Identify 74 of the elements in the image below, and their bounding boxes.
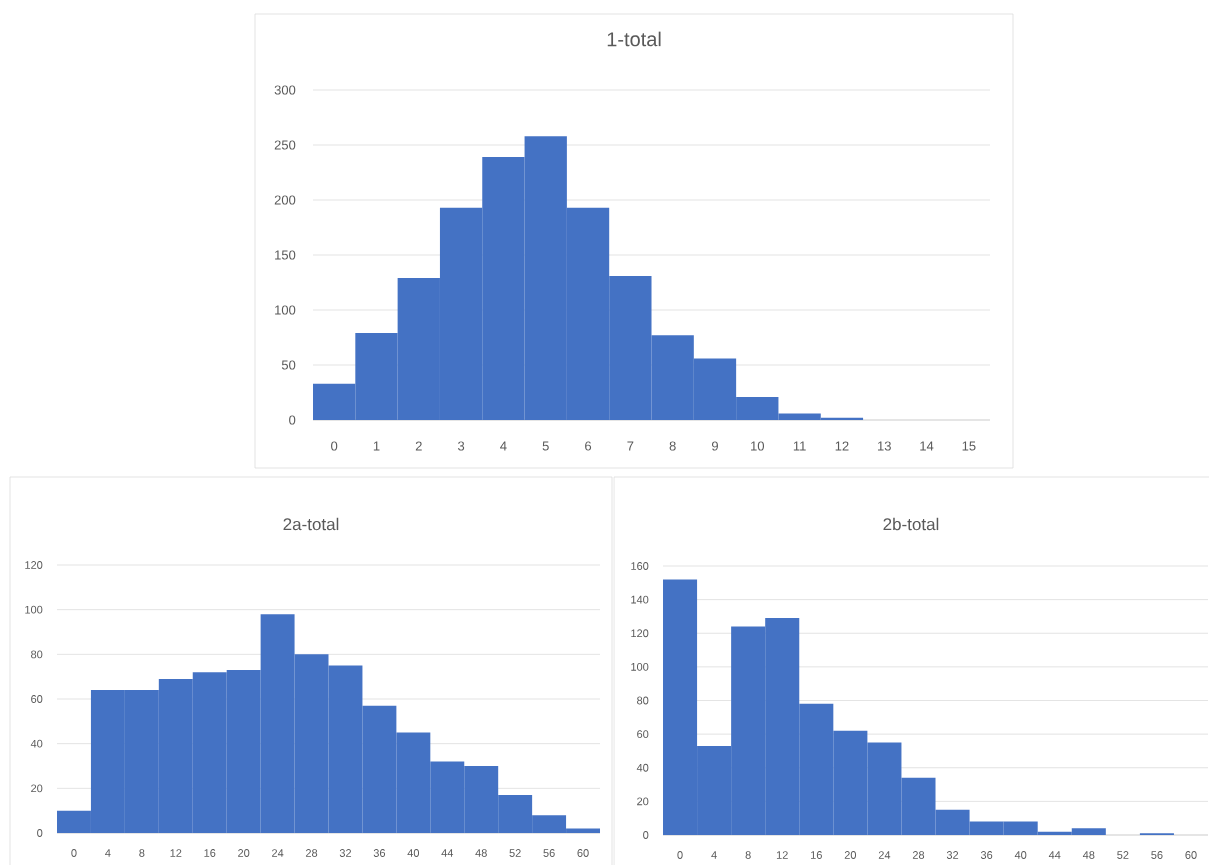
y-tick-label: 160 (631, 562, 649, 570)
x-tick-label: 0 (71, 849, 77, 857)
x-tick-label: 12 (835, 441, 849, 451)
y-tick-label: 0 (37, 829, 43, 837)
x-tick-label: 56 (543, 849, 555, 857)
y-tick-label: 250 (274, 140, 296, 150)
x-tick-label: 40 (1014, 851, 1027, 859)
x-tick-label: 52 (1117, 851, 1129, 859)
y-tick-label: 50 (281, 360, 296, 370)
y-tick-label: 100 (25, 605, 43, 614)
y-tick-label: 40 (636, 763, 649, 772)
x-tick-label: 13 (877, 441, 891, 451)
x-tick-label: 5 (542, 441, 549, 451)
x-tick-label: 3 (457, 441, 465, 451)
x-tick-label: 28 (305, 849, 318, 857)
x-tick-label: 8 (139, 849, 145, 857)
x-tick-label: 7 (627, 441, 634, 451)
x-tick-label: 4 (711, 851, 717, 859)
x-tick-label: 12 (776, 851, 788, 859)
x-tick-label: 24 (272, 849, 284, 857)
y-tick-label: 20 (637, 797, 649, 806)
x-tick-label: 24 (878, 851, 891, 859)
x-tick-label: 4 (500, 441, 507, 451)
x-tick-label: 32 (339, 849, 352, 857)
x-tick-label: 48 (475, 849, 487, 857)
y-tick-label: 120 (25, 561, 43, 569)
y-tick-label: 0 (643, 831, 649, 839)
x-tick-label: 44 (441, 849, 454, 857)
y-tick-label: 100 (631, 662, 649, 671)
x-tick-label: 60 (1185, 851, 1197, 859)
x-tick-label: 32 (946, 851, 959, 859)
y-tick-label: 120 (631, 629, 649, 638)
y-tick-label: 150 (275, 250, 296, 260)
y-tick-label: 60 (31, 695, 43, 703)
x-tick-label: 60 (577, 849, 589, 857)
x-tick-label: 11 (793, 441, 806, 451)
x-tick-label: 36 (980, 851, 993, 859)
y-tick-label: 80 (637, 696, 649, 705)
x-tick-label: 40 (407, 849, 420, 857)
x-tick-label: 14 (920, 441, 934, 451)
y-tick-label: 300 (274, 85, 296, 95)
y-tick-label: 40 (30, 739, 43, 748)
x-tick-label: 16 (811, 851, 822, 859)
x-tick-label: 20 (238, 849, 250, 857)
x-tick-label: 44 (1048, 851, 1061, 859)
x-tick-label: 15 (962, 441, 976, 451)
x-tick-label: 52 (509, 849, 521, 857)
x-tick-label: 8 (745, 851, 751, 859)
y-tick-label: 140 (631, 595, 649, 604)
y-tick-label: 100 (275, 305, 296, 315)
chart-title: 1-total (607, 31, 661, 47)
y-tick-label: 20 (31, 784, 43, 793)
x-tick-label: 6 (585, 441, 592, 451)
x-tick-label: 2 (415, 441, 422, 451)
y-tick-label: 80 (31, 650, 43, 659)
chart-title: 2b-total (883, 517, 939, 531)
y-tick-label: 60 (637, 730, 649, 739)
x-tick-label: 1 (373, 441, 380, 451)
x-tick-label: 36 (373, 849, 386, 857)
y-tick-label: 0 (289, 415, 296, 425)
y-tick-label: 200 (274, 195, 296, 205)
x-tick-label: 48 (1082, 851, 1095, 859)
x-tick-label: 4 (105, 849, 111, 857)
x-tick-label: 20 (844, 851, 857, 859)
x-tick-label: 56 (1151, 851, 1163, 859)
x-tick-label: 28 (912, 851, 925, 859)
x-tick-label: 9 (711, 441, 718, 451)
x-tick-label: 10 (751, 441, 765, 451)
x-tick-label: 12 (170, 849, 182, 857)
x-tick-label: 0 (331, 441, 338, 451)
x-tick-label: 8 (669, 441, 676, 451)
x-tick-label: 16 (204, 849, 216, 857)
chart-title: 2a-total (283, 517, 339, 531)
x-tick-label: 0 (677, 851, 683, 859)
